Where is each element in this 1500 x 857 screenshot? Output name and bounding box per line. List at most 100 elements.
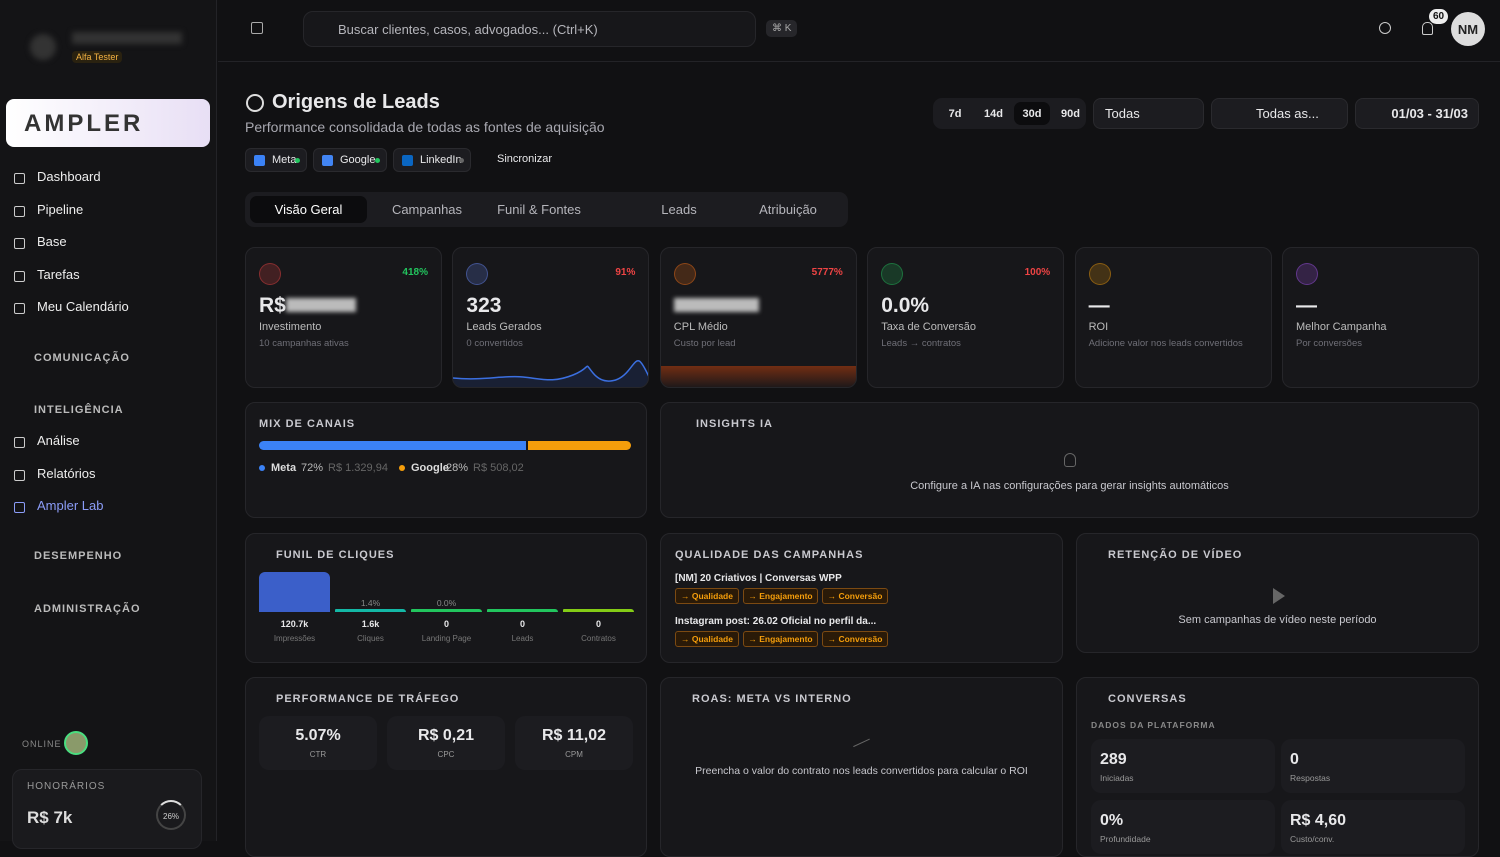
nav-item[interactable]: Análise — [37, 433, 80, 448]
user-avatar — [30, 34, 56, 60]
range-button[interactable]: 30d — [1014, 102, 1050, 125]
empty-message: Sem campanhas de vídeo neste período — [1178, 614, 1377, 626]
range-button[interactable]: 90d — [1061, 107, 1080, 120]
tab[interactable]: Campanhas — [391, 202, 463, 217]
kpi-bar — [660, 366, 856, 387]
legend-name: Meta — [271, 462, 297, 474]
trend-icon — [853, 738, 873, 754]
chats-card: CONVERSAS DADOS DA PLATAFORMA 289 Iniciadas… — [1076, 677, 1479, 857]
kpi-card: 5777% CPL Médio Custo por lead — [659, 247, 857, 388]
source-icon — [254, 155, 265, 166]
stat-box: 289 Iniciadas — [1091, 739, 1275, 793]
metric-value: R$ 0,21 — [417, 727, 475, 744]
stat-label: Respostas — [1290, 773, 1331, 783]
kpi-label: ROI — [1088, 321, 1109, 333]
kpi-card: 418% R$ Investimento 10 campanhas ativas — [245, 247, 442, 388]
sync-button[interactable]: Sincronizar — [497, 153, 553, 165]
stat-box: 0 Respostas — [1281, 739, 1465, 793]
kpi-icon — [259, 263, 281, 285]
card-title: RETENÇÃO DE VÍDEO — [1108, 549, 1243, 561]
funnel-bar — [411, 609, 482, 612]
nav-icon — [14, 437, 25, 448]
funnel-stage: Leads — [511, 634, 534, 643]
theme-toggle[interactable] — [1379, 22, 1391, 34]
online-avatar — [64, 731, 88, 755]
nav-icon — [14, 303, 25, 314]
online-label: ONLINE — [22, 739, 62, 749]
metric-label: CPC — [437, 750, 455, 759]
search[interactable]: Buscar clientes, casos, advogados... (Ct… — [303, 11, 756, 47]
shortcut: ⌘ K — [766, 20, 798, 37]
filter-select[interactable]: Todas as... — [1211, 98, 1348, 129]
card-title: FUNIL DE CLIQUES — [276, 549, 395, 561]
nav-item[interactable]: Base — [37, 234, 67, 249]
kpi-value: 323 — [466, 294, 502, 317]
section-title[interactable]: ADMINISTRAÇÃO — [34, 603, 141, 615]
funnel-bar — [335, 609, 406, 612]
source-chip[interactable]: Meta — [245, 148, 307, 172]
kpi-card: — Melhor Campanha Por conversões — [1282, 247, 1479, 388]
nav-item[interactable]: Pipeline — [37, 201, 84, 217]
campaign-tag: → Engajamento — [743, 631, 818, 647]
kpi-sub: Custo por lead — [673, 338, 736, 349]
campaign-name: Instagram post: 26.02 Oficial no perfil … — [675, 616, 877, 627]
section-title[interactable]: DESEMPENHO — [34, 550, 123, 562]
tab[interactable]: Visão Geral — [250, 196, 367, 223]
logo[interactable]: AMPLER — [6, 99, 210, 147]
nav-item[interactable]: Tarefas — [37, 266, 80, 282]
kpi-card: — ROI Adicione valor nos leads convertidos — [1074, 247, 1272, 388]
quality-card: QUALIDADE DAS CAMPANHAS [NM] 20 Criativos… — [660, 533, 1063, 663]
avatar[interactable]: NM — [1451, 12, 1485, 46]
funnel-card: FUNIL DE CLIQUES 120.7k Impressões 1.6k Cliq… — [245, 533, 647, 663]
kpi-card: 91% 323 Leads Gerados 0 convertidos — [452, 247, 650, 388]
legend-share: 72% — [301, 462, 324, 474]
funnel-bar — [259, 572, 330, 612]
empty-message: Preencha o valor do contrato nos leads c… — [695, 765, 1028, 777]
tab[interactable]: Atribuição — [759, 202, 817, 217]
campaign-name: [NM] 20 Criativos | Conversas WPP — [675, 573, 842, 584]
kpi-change: 418% — [402, 267, 428, 278]
kpi-value: R$ — [259, 294, 286, 317]
section-title[interactable]: INTELIGÊNCIA — [34, 404, 124, 416]
source-chip[interactable]: Google — [313, 148, 387, 172]
filter-select[interactable]: Todas — [1093, 98, 1204, 129]
fees-card: HONORÁRIOS R$ 7k 26% — [12, 769, 202, 849]
user-name — [72, 32, 182, 44]
source-chip[interactable]: LinkedIn — [393, 148, 471, 172]
legend-dot — [399, 465, 405, 471]
sparkline — [453, 360, 649, 387]
kpi-label: Taxa de Conversão — [881, 321, 976, 333]
funnel-value: 120.7k — [280, 619, 309, 629]
tab[interactable]: Funil & Fontes — [497, 202, 581, 217]
funnel-stage: Cliques — [357, 634, 384, 643]
sidebar-toggle[interactable] — [251, 22, 263, 34]
card-subtitle: DADOS DA PLATAFORMA — [1091, 720, 1216, 730]
section-title[interactable]: COMUNICAÇÃO — [34, 352, 130, 364]
fees-gauge — [156, 800, 186, 830]
date-picker[interactable]: 01/03 - 31/03 — [1355, 98, 1479, 129]
legend-amount: R$ 508,02 — [473, 462, 524, 474]
nav-item[interactable]: Relatórios — [37, 465, 96, 481]
range-group — [933, 98, 1086, 129]
globe-icon — [246, 94, 264, 112]
nav-item[interactable]: Ampler Lab — [37, 498, 104, 513]
tab[interactable]: Leads — [661, 202, 697, 217]
funnel-rate: 0.0% — [436, 598, 457, 608]
nav-item[interactable]: Meu Calendário — [37, 299, 129, 314]
card-title: QUALIDADE DAS CAMPANHAS — [675, 549, 864, 561]
range-button[interactable]: 7d — [948, 107, 962, 120]
nav-item[interactable]: Dashboard — [37, 169, 101, 184]
funnel-bar — [563, 609, 634, 612]
range-button[interactable]: 14d — [984, 107, 1003, 120]
kpi-sub: 0 convertidos — [466, 338, 523, 349]
notifications[interactable] — [1422, 22, 1433, 35]
source-icon — [322, 155, 333, 166]
kpi-icon — [1296, 263, 1318, 285]
empty-message: Configure a IA nas configurações para ge… — [910, 480, 1229, 492]
nav-icon — [14, 238, 25, 249]
fees-label: HONORÁRIOS — [27, 781, 106, 792]
stat-box: R$ 4,60 Custo/conv. — [1281, 800, 1465, 854]
kpi-label: CPL Médio — [673, 321, 728, 333]
campaign-tag: → Conversão — [822, 631, 888, 647]
